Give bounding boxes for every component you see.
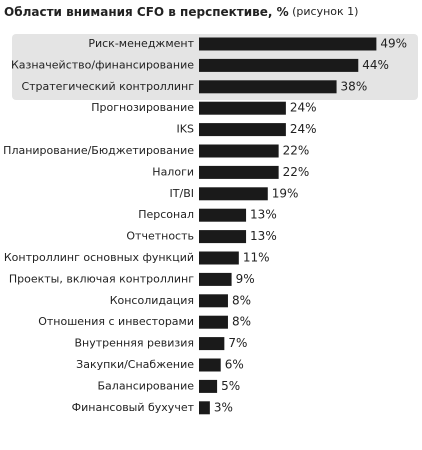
category-label: Проекты, включая контроллинг bbox=[9, 272, 194, 285]
bar bbox=[199, 379, 218, 393]
bar bbox=[199, 358, 221, 372]
value-label: 44% bbox=[362, 58, 389, 72]
value-label: 13% bbox=[250, 208, 277, 222]
value-label: 8% bbox=[232, 293, 251, 307]
category-label: Казначейство/финансирование bbox=[11, 58, 194, 71]
value-label: 24% bbox=[290, 122, 317, 136]
bar bbox=[199, 123, 286, 137]
value-label: 7% bbox=[228, 336, 247, 350]
category-label: Контроллинг основных функций bbox=[4, 251, 194, 264]
bar bbox=[199, 144, 279, 158]
category-label: IT/BI bbox=[170, 187, 194, 200]
bar bbox=[199, 337, 225, 351]
category-label: Прогнозирование bbox=[91, 101, 194, 114]
category-label: IKS bbox=[177, 123, 194, 136]
value-label: 13% bbox=[250, 229, 277, 243]
bar bbox=[199, 208, 247, 222]
value-label: 3% bbox=[214, 400, 233, 414]
category-label: Балансирование bbox=[98, 379, 195, 392]
value-label: 49% bbox=[380, 37, 407, 51]
bar bbox=[199, 101, 286, 115]
value-label: 9% bbox=[236, 272, 255, 286]
category-label: Внутренняя ревизия bbox=[74, 337, 194, 350]
category-label: Стратегический контроллинг bbox=[21, 80, 194, 93]
bar bbox=[199, 187, 268, 201]
value-label: 19% bbox=[272, 186, 299, 200]
category-label: Персонал bbox=[138, 208, 194, 221]
value-label: 38% bbox=[341, 79, 368, 93]
value-label: 6% bbox=[225, 358, 244, 372]
value-label: 8% bbox=[232, 315, 251, 329]
bar bbox=[199, 272, 232, 286]
category-label: Отношения с инвесторами bbox=[38, 315, 194, 328]
category-label: Закупки/Снабжение bbox=[76, 358, 194, 371]
category-label: Финансовый бухучет bbox=[72, 401, 195, 414]
value-label: 24% bbox=[290, 101, 317, 115]
bar bbox=[199, 37, 377, 51]
bar bbox=[199, 401, 210, 415]
bar bbox=[199, 80, 337, 94]
value-label: 5% bbox=[221, 379, 240, 393]
category-label: Консолидация bbox=[110, 294, 194, 307]
category-label: Отчетность bbox=[126, 230, 194, 243]
bar bbox=[199, 165, 279, 179]
category-label: Налоги bbox=[152, 165, 194, 178]
bar bbox=[199, 251, 239, 265]
chart-title: Области внимания CFO в перспективе, % bbox=[4, 5, 289, 19]
bar bbox=[199, 230, 247, 244]
category-label: Риск-менеджмент bbox=[88, 37, 194, 50]
category-label: Планирование/Бюджетирование bbox=[3, 144, 194, 157]
value-label: 11% bbox=[243, 251, 270, 265]
value-label: 22% bbox=[283, 165, 310, 179]
bar bbox=[199, 315, 228, 329]
value-label: 22% bbox=[283, 144, 310, 158]
bar bbox=[199, 294, 228, 308]
bar bbox=[199, 58, 359, 72]
chart-title-group: Области внимания CFO в перспективе, % (р… bbox=[4, 5, 358, 19]
chart-subtitle: (рисунок 1) bbox=[292, 5, 358, 18]
